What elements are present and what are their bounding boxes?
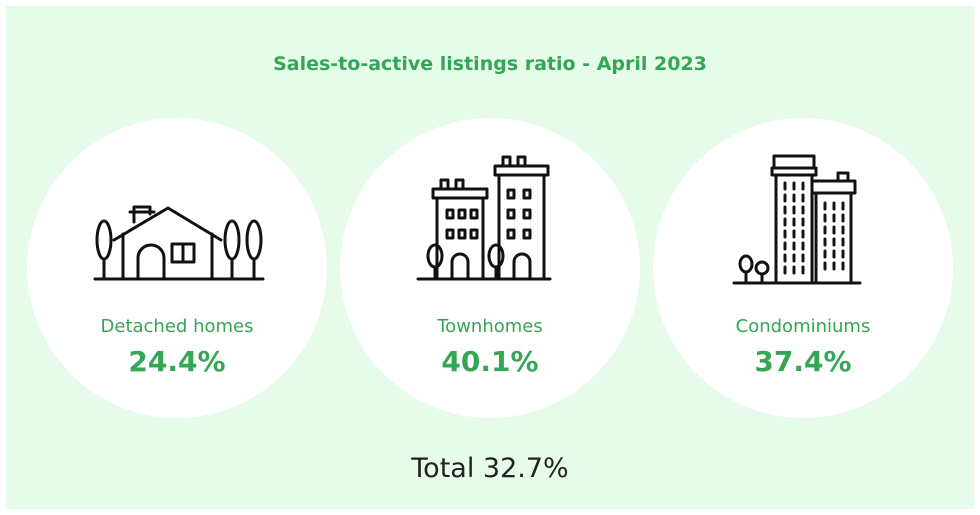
card-circle xyxy=(340,118,640,418)
item-value: 24.4% xyxy=(128,345,225,378)
condos-icon xyxy=(732,154,862,285)
icon-stroke xyxy=(469,208,479,220)
title: Sales-to-active listings ratio - April 2… xyxy=(273,53,707,75)
item-label: Townhomes xyxy=(436,316,543,337)
icon-stroke xyxy=(439,178,450,191)
item-value: 37.4% xyxy=(754,345,851,378)
icon-stroke xyxy=(445,228,455,240)
icon-stroke xyxy=(450,252,470,281)
icon-stroke xyxy=(457,228,467,240)
icon-stroke xyxy=(454,178,465,191)
icon-stroke xyxy=(770,166,818,177)
icon-stroke xyxy=(506,188,516,200)
icon-stroke xyxy=(522,228,532,240)
icon-stroke xyxy=(501,155,512,168)
item-label: Condominiums xyxy=(736,316,871,337)
house-icon xyxy=(93,205,265,281)
item-label: Detached homes xyxy=(101,316,254,337)
card-circle xyxy=(27,118,327,418)
icon-stroke xyxy=(457,208,467,220)
townhomes-icon xyxy=(416,155,552,281)
item-value: 40.1% xyxy=(441,345,538,378)
icon-stroke xyxy=(506,228,516,240)
icon-stroke xyxy=(783,181,845,275)
icon-stroke xyxy=(810,179,857,195)
icon-stroke xyxy=(469,228,479,240)
icon-stroke xyxy=(512,252,532,281)
icon-stroke xyxy=(836,171,850,183)
icon-stroke xyxy=(112,206,223,242)
icon-stroke xyxy=(522,208,532,220)
icon-stroke xyxy=(516,155,527,168)
icon-stroke xyxy=(506,208,516,220)
icon-stroke xyxy=(445,208,455,220)
total: Total 32.7% xyxy=(410,453,568,484)
icon-stroke xyxy=(522,188,532,200)
icon-stroke xyxy=(136,243,166,281)
